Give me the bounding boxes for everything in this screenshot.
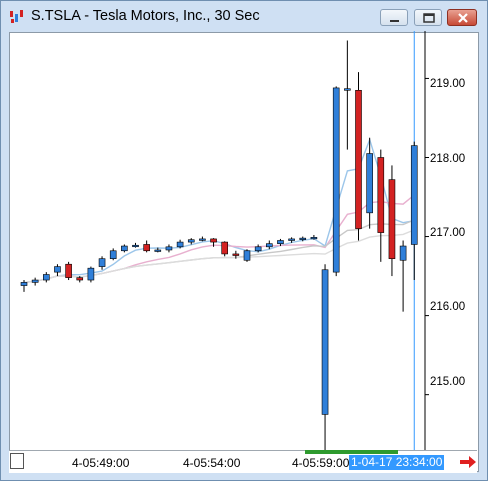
down-candle [210, 238, 217, 243]
down-candle [355, 89, 362, 229]
time-tick-label: 4-05:49:00 [72, 456, 130, 470]
up-candle [132, 244, 139, 248]
scroll-handle[interactable] [10, 453, 24, 469]
up-candle [321, 269, 329, 415]
up-candle [399, 245, 407, 261]
up-candle [344, 88, 351, 91]
price-tick-label: 215.00 [430, 376, 466, 388]
up-candle [31, 279, 39, 283]
minimize-button[interactable] [380, 9, 408, 26]
up-candle [366, 153, 373, 214]
up-candle [288, 238, 295, 241]
price-tick-label: 219.00 [430, 78, 466, 90]
scroll-right-arrow-icon[interactable] [458, 454, 478, 470]
down-candle [65, 263, 72, 278]
down-candle [143, 244, 150, 252]
up-candle [98, 258, 106, 267]
price-tick-label: 218.00 [430, 153, 466, 165]
window-title: S.TSLA - Tesla Motors, Inc., 30 Sec [31, 8, 260, 24]
close-icon [458, 13, 468, 23]
up-candle [165, 246, 173, 251]
session-indicator-strip [305, 450, 398, 454]
title-bar[interactable]: S.TSLA - Tesla Motors, Inc., 30 Sec [1, 1, 487, 31]
time-tick-label: 4-05:59:00 [292, 456, 350, 470]
down-candle [76, 277, 84, 281]
time-tick-label: 4-05:54:00 [183, 456, 241, 470]
up-candle [199, 238, 206, 241]
close-button[interactable] [447, 9, 477, 26]
up-candle [254, 246, 262, 252]
chart-app-icon [10, 10, 23, 23]
down-candle [232, 253, 240, 256]
up-candle [87, 267, 95, 281]
minimize-icon [390, 20, 399, 22]
up-candle [410, 145, 418, 245]
up-candle [299, 237, 307, 240]
up-candle [187, 239, 195, 243]
up-candle [109, 250, 117, 259]
up-candle [42, 274, 50, 281]
maximize-icon [423, 13, 435, 23]
up-candle [265, 243, 273, 248]
down-candle [388, 179, 396, 259]
up-candle [20, 282, 28, 286]
moving-average-slow-line [23, 219, 415, 284]
down-candle [377, 157, 385, 233]
up-candle [121, 245, 128, 252]
up-candle [154, 249, 162, 252]
up-candle [332, 87, 340, 273]
up-candle [176, 241, 184, 248]
price-tick-label: 216.00 [430, 301, 466, 313]
up-candle [54, 266, 61, 273]
cursor-time-label: 1-04-17 23:34:00 [349, 455, 445, 470]
down-candle [221, 241, 228, 255]
price-tick-label: 217.00 [430, 227, 466, 239]
up-candle [310, 237, 318, 240]
maximize-button[interactable] [414, 9, 442, 26]
up-candle [277, 240, 284, 244]
up-candle [243, 250, 251, 261]
